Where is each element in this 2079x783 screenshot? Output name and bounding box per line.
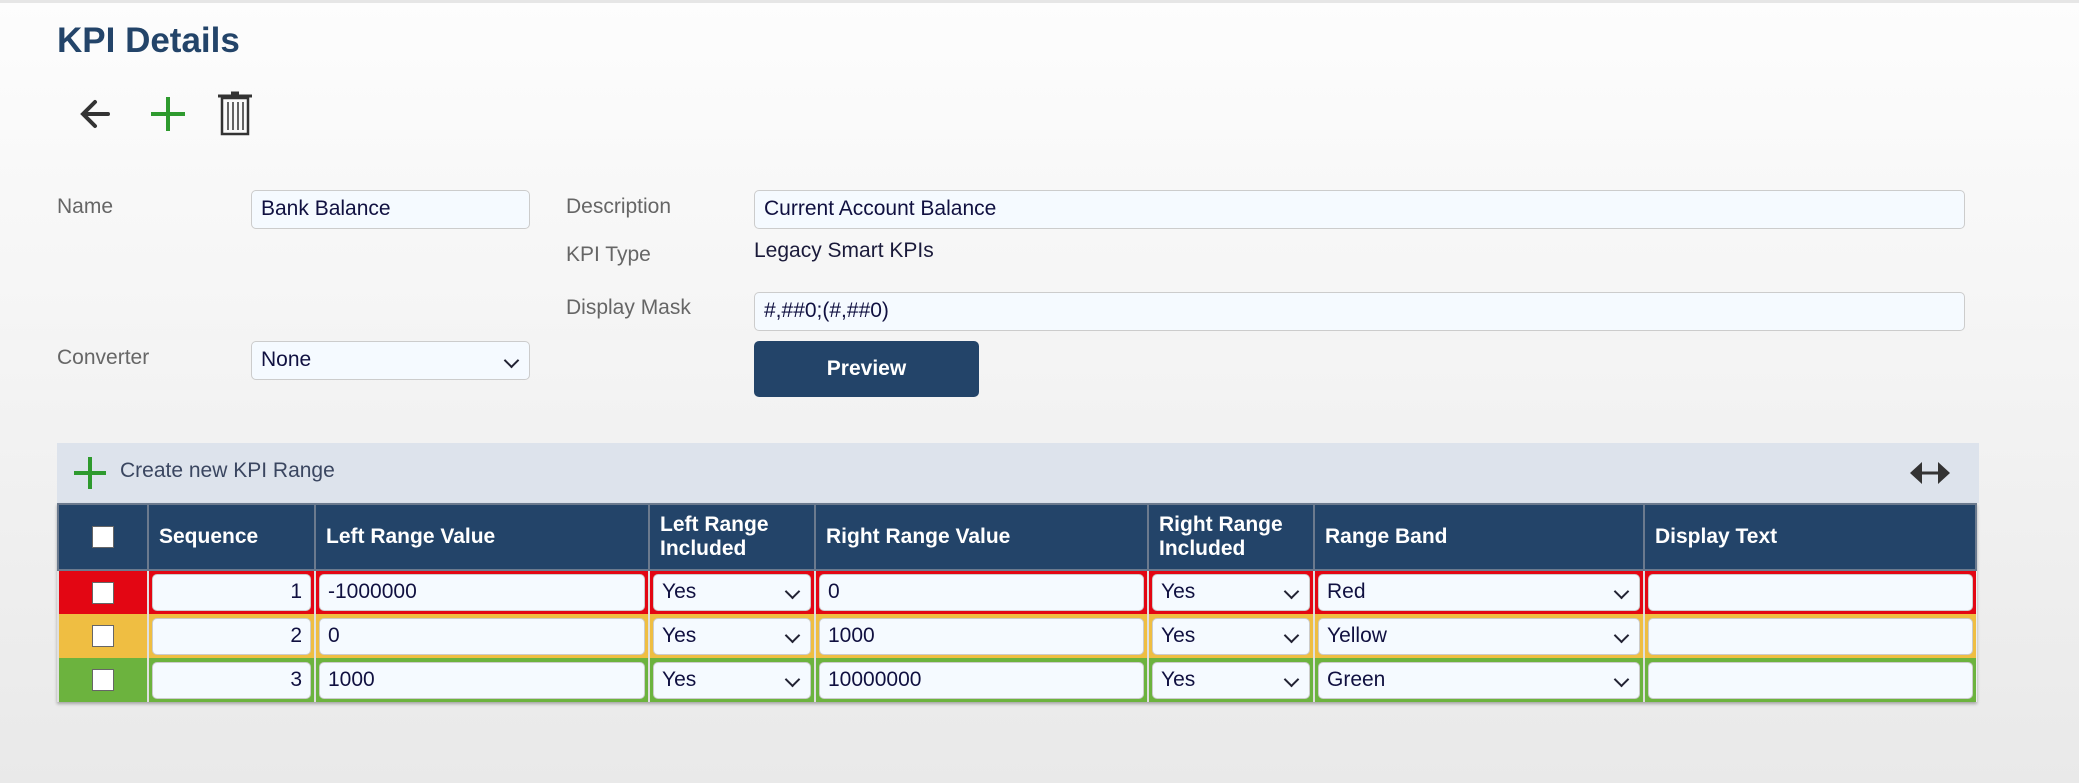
chevron-down-icon [1613, 627, 1630, 643]
create-range-button[interactable]: Create new KPI Range [120, 459, 335, 482]
kpi-type-label: KPI Type [566, 243, 651, 266]
right-range-included-select-value: Yes [1161, 580, 1196, 603]
col-right-range-value: Right Range Value [814, 503, 1149, 571]
chevron-down-icon [1613, 671, 1630, 687]
chevron-down-icon [1283, 671, 1300, 687]
arrow-left-icon[interactable] [74, 91, 120, 137]
preview-button[interactable]: Preview [754, 341, 979, 397]
chevron-down-icon [784, 671, 801, 687]
left-range-value-input[interactable]: 1000 [319, 661, 645, 699]
left-range-included-select-value: Yes [662, 580, 697, 603]
sequence-input[interactable]: 3 [152, 661, 311, 699]
col-right-range-included: Right Range Included [1147, 503, 1315, 571]
range-row: 3 1000 Yes 10000000 Yes Green [57, 658, 1976, 702]
range-band-select-value: Red [1327, 580, 1366, 603]
right-range-included-select-value: Yes [1161, 623, 1196, 647]
chevron-down-icon [784, 583, 801, 600]
display-text-input[interactable] [1648, 574, 1973, 611]
display-text-input[interactable] [1648, 617, 1973, 655]
ranges-toolbar: Create new KPI Range [57, 443, 1979, 503]
chevron-down-icon [1283, 583, 1300, 600]
left-range-included-select[interactable]: Yes [653, 617, 811, 655]
display-mask-label: Display Mask [566, 296, 691, 319]
right-range-included-select-value: Yes [1161, 667, 1196, 691]
left-range-included-select-value: Yes [662, 623, 697, 647]
row-checkbox[interactable] [92, 625, 114, 647]
sequence-input[interactable]: 2 [152, 617, 311, 655]
chevron-down-icon [503, 352, 520, 369]
expand-horizontal-icon[interactable] [1910, 460, 1950, 491]
left-range-included-select[interactable]: Yes [653, 661, 811, 699]
range-band-select[interactable]: Red [1318, 574, 1640, 611]
range-row: 2 0 Yes 1000 Yes Yellow [57, 614, 1976, 658]
converter-value: None [261, 348, 312, 371]
converter-label: Converter [57, 346, 150, 369]
plus-icon[interactable] [145, 91, 191, 137]
trash-icon[interactable] [213, 91, 259, 137]
right-range-included-select[interactable]: Yes [1152, 661, 1310, 699]
right-range-included-select[interactable]: Yes [1152, 617, 1310, 655]
left-range-included-select[interactable]: Yes [653, 574, 811, 611]
select-all-checkbox[interactable] [92, 526, 114, 548]
col-display-text: Display Text [1643, 503, 1977, 571]
right-range-value-input[interactable]: 0 [819, 574, 1144, 611]
create-range-plus-icon[interactable] [72, 455, 108, 496]
page-title: KPI Details [57, 21, 240, 60]
kpi-type-value: Legacy Smart KPIs [754, 239, 934, 262]
chevron-down-icon [784, 627, 801, 643]
chevron-down-icon [1613, 583, 1630, 600]
description-input[interactable]: Current Account Balance [754, 190, 1965, 229]
right-range-value-input[interactable]: 1000 [819, 617, 1144, 655]
left-range-value-input[interactable]: -1000000 [319, 574, 645, 611]
range-band-select-value: Yellow [1327, 623, 1387, 647]
converter-select[interactable]: None [251, 341, 530, 380]
col-range-band: Range Band [1313, 503, 1645, 571]
right-range-value-input[interactable]: 10000000 [819, 661, 1144, 699]
range-band-select[interactable]: Green [1318, 661, 1640, 699]
left-range-value-input[interactable]: 0 [319, 617, 645, 655]
row-checkbox[interactable] [92, 669, 114, 691]
select-all-header [57, 503, 149, 571]
sequence-input[interactable]: 1 [152, 574, 311, 611]
display-text-input[interactable] [1648, 661, 1973, 699]
name-label: Name [57, 195, 114, 218]
col-left-range-included: Left Range Included [648, 503, 816, 571]
right-range-included-select[interactable]: Yes [1152, 574, 1310, 611]
name-input[interactable]: Bank Balance [251, 190, 530, 229]
col-sequence: Sequence [147, 503, 316, 571]
left-range-included-select-value: Yes [662, 667, 697, 691]
ranges-table: Sequence Left Range Value Left Range Inc… [57, 503, 1977, 702]
range-band-select[interactable]: Yellow [1318, 617, 1640, 655]
col-left-range-value: Left Range Value [314, 503, 650, 571]
chevron-down-icon [1283, 627, 1300, 643]
range-row: 1 -1000000 Yes 0 Yes Red [57, 570, 1976, 614]
display-mask-input[interactable]: #,##0;(#,##0) [754, 292, 1965, 331]
range-band-select-value: Green [1327, 667, 1386, 691]
description-label: Description [566, 195, 672, 218]
row-checkbox[interactable] [92, 581, 114, 604]
